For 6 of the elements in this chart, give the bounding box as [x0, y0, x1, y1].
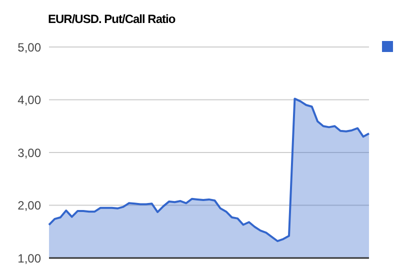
y-tick-label: 4,00: [18, 93, 42, 108]
chart-title: EUR/USD. Put/Call Ratio: [48, 12, 176, 26]
y-tick-label: 5,00: [18, 40, 42, 54]
y-tick-label: 1,00: [18, 251, 42, 266]
y-tick-label: 3,00: [18, 146, 42, 160]
y-tick-label: 2,00: [18, 198, 42, 213]
